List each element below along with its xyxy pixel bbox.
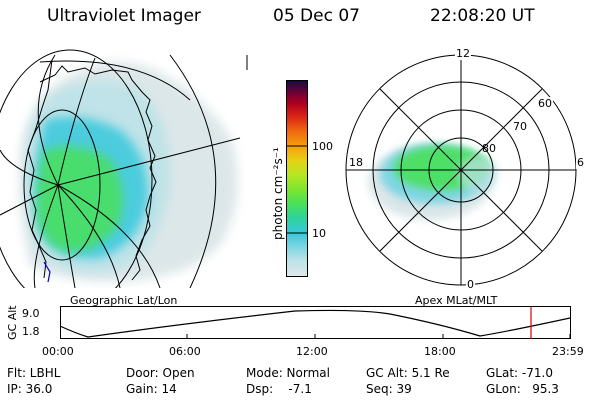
timeline-xtick-1800: 18:00: [424, 345, 456, 358]
info-dsp: Dsp: -7.1: [246, 382, 312, 396]
mlat-label-80: 80: [482, 142, 496, 155]
info-gain: Gain: 14: [126, 382, 177, 396]
mlt-label-12: 12: [455, 47, 471, 60]
mlt-label-18: 18: [348, 156, 364, 169]
info-gc-alt: GC Alt: 5.1 Re: [366, 366, 450, 380]
info-filter: Flt: LBHL: [7, 366, 61, 380]
globe-limb-right: [169, 54, 217, 288]
instrument-title: Ultraviolet Imager: [47, 6, 201, 26]
polar-plot: [345, 54, 577, 286]
latitude-circle-middle: [0, 49, 153, 288]
timeline-xtick-0000: 00:00: [42, 345, 74, 358]
timeline-xtick-1200: 12:00: [296, 345, 328, 358]
coastline-blue-segment: [43, 261, 51, 283]
mlat-label-60: 60: [537, 97, 553, 110]
auroral-oval-dawn: [458, 156, 498, 192]
globe-limb-top: [39, 60, 191, 101]
mlt-label-06: 6: [576, 156, 585, 169]
colorbar: [286, 80, 308, 277]
coastline-east: [39, 65, 157, 281]
mlt-spokes: [346, 55, 576, 285]
timeline-ytick-low: 1.8: [22, 325, 40, 338]
info-glon: GLon: 95.3: [486, 382, 559, 396]
observation-time: 22:08:20 UT: [430, 6, 535, 26]
timeline-ylabel: GC Alt: [6, 305, 19, 340]
info-mode: Mode: Normal: [246, 366, 330, 380]
info-glat: GLat: -71.0: [486, 366, 553, 380]
meridian-lines: [0, 54, 241, 288]
timeline-xtick-2359: 23:59: [552, 345, 584, 358]
timeline-ytick-high: 9.0: [22, 307, 40, 320]
colorbar-label-10: 10: [312, 227, 326, 240]
info-door: Door: Open: [126, 366, 195, 380]
info-seq: Seq: 39: [366, 382, 412, 396]
altitude-timeline: [60, 306, 571, 339]
altitude-curve: [60, 309, 571, 338]
timeline-xtick-0600: 06:00: [169, 345, 201, 358]
coastline-west: [27, 59, 53, 279]
colorbar-label-100: 100: [312, 140, 333, 153]
emission-core: [36, 146, 123, 252]
geo-caption: Geographic Lat/Lon: [70, 294, 178, 307]
colorbar-unit-label: photon cm⁻²s⁻¹: [271, 147, 285, 240]
geographic-image: [0, 49, 248, 288]
mlat-label-70: 70: [512, 120, 528, 133]
observation-date: 05 Dec 07: [273, 6, 360, 26]
latitude-circle-inner: [23, 109, 101, 261]
info-ip: IP: 36.0: [7, 382, 53, 396]
timeline-xticks: [60, 334, 571, 339]
polar-caption: Apex MLat/MLT: [415, 294, 498, 307]
mlt-label-00: 0: [466, 278, 475, 291]
